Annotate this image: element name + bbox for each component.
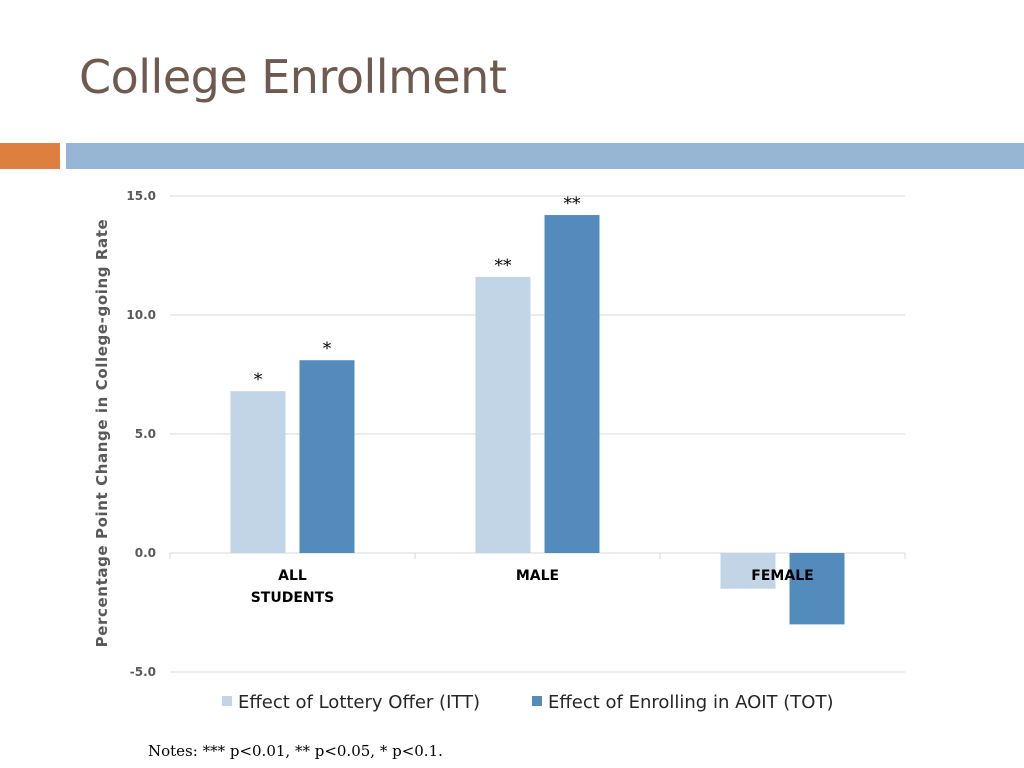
accent-bar (0, 143, 60, 169)
data-label-series0-cat0: * (254, 370, 263, 390)
category-label-0-line-0: ALL (278, 568, 307, 584)
bar-series1-cat0 (299, 360, 355, 553)
bar-series1-cat1 (544, 215, 600, 554)
data-label-series0-cat1: ** (495, 256, 513, 276)
legend-label-0: Effect of Lottery Offer (ITT) (238, 692, 480, 713)
bar-series1-cat2 (789, 553, 845, 625)
legend-swatch-1 (532, 696, 542, 706)
bar-series0-cat0 (230, 391, 286, 553)
bar-series0-cat2 (720, 553, 776, 589)
category-label-2-line-0: FEMALE (751, 568, 813, 584)
legend-swatch-0 (222, 696, 232, 706)
y-axis-title: Percentage Point Change in College-going… (93, 219, 111, 648)
category-label-0-line-1: STUDENTS (251, 590, 335, 606)
category-label-1-line-0: MALE (516, 568, 559, 584)
title-rule-bar (66, 143, 1024, 169)
y-tick-label-1: 10.0 (126, 308, 156, 322)
bar-series0-cat1 (475, 276, 531, 553)
y-tick-label-2: 5.0 (135, 427, 156, 441)
y-tick-label-0: 15.0 (126, 189, 156, 203)
significance-notes: Notes: *** p<0.01, ** p<0.05, * p<0.1. (148, 742, 443, 760)
data-label-series1-cat1: ** (564, 194, 582, 214)
slide-title: College Enrollment (79, 50, 507, 104)
y-tick-label-4: -5.0 (130, 665, 156, 679)
data-label-series1-cat0: * (323, 339, 332, 359)
y-tick-label-3: 0.0 (135, 546, 156, 560)
legend-label-1: Effect of Enrolling in AOIT (TOT) (548, 692, 833, 713)
